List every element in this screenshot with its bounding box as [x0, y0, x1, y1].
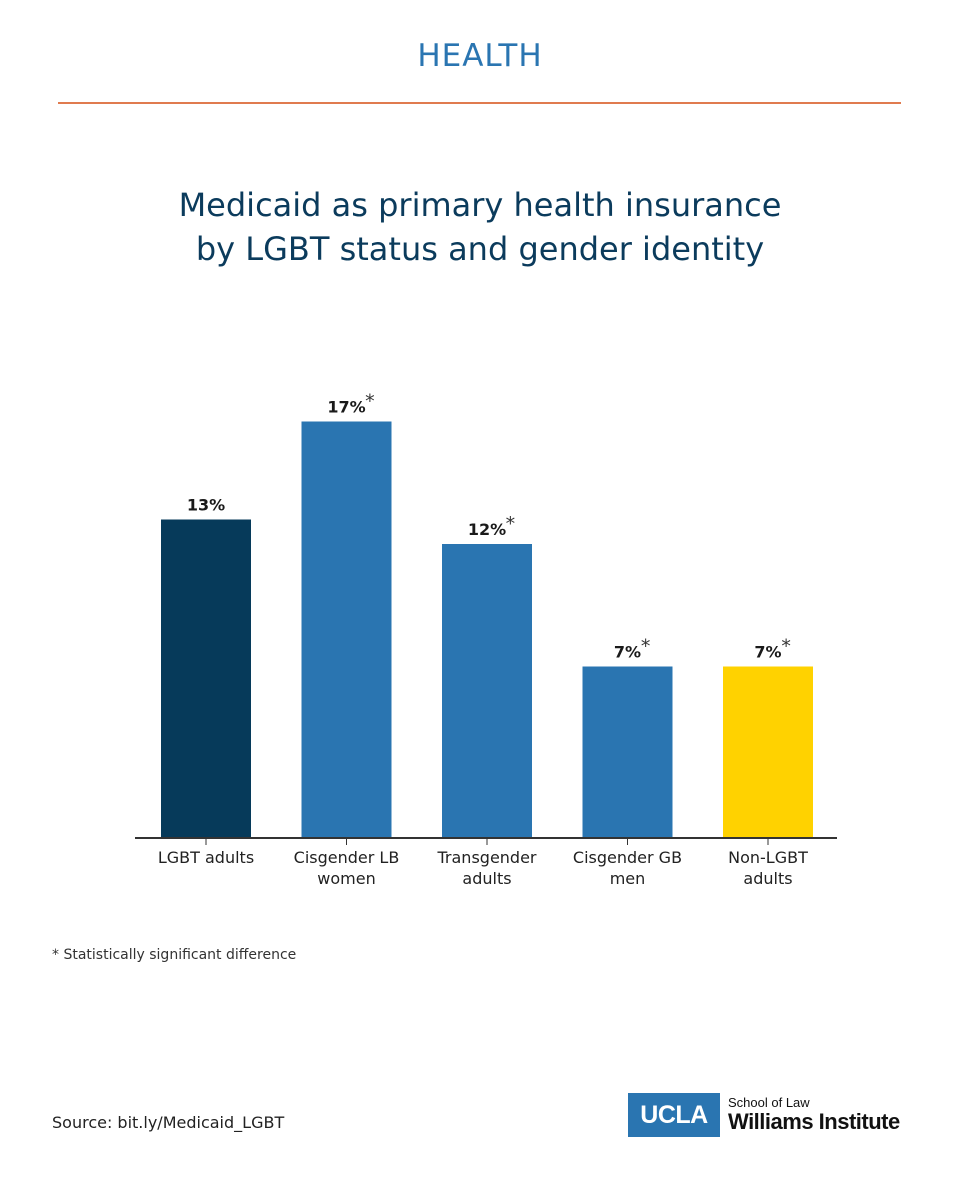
section-header: HEALTH: [417, 38, 543, 74]
significance-marker-4: *: [641, 636, 651, 658]
category-label-1-line-1: LGBT adults: [158, 848, 254, 867]
bar-4: [582, 666, 673, 838]
ucla-logo-mark: UCLA: [628, 1093, 720, 1137]
significance-marker-3: *: [506, 513, 515, 535]
logo-williams-institute: Williams Institute: [728, 1109, 900, 1134]
bar-5: [723, 666, 813, 838]
bar-value-label-1: 13%: [187, 496, 225, 515]
category-label-5-line-1: Non-LGBT: [728, 848, 808, 867]
significance-marker-5: *: [781, 636, 791, 658]
bar-2: [301, 421, 392, 838]
category-label-4-line-1: Cisgender GB: [573, 848, 682, 867]
bar-value-label-2: 17%: [327, 398, 365, 417]
source-note: Source: bit.ly/Medicaid_LGBT: [52, 1113, 285, 1132]
bar-value-label-5: 7%: [754, 643, 781, 662]
bar-value-label-4: 7%: [614, 643, 641, 662]
category-label-2-line-1: Cisgender LB: [294, 848, 400, 867]
header-divider: [58, 102, 901, 104]
category-label-3-line-2: adults: [462, 869, 511, 888]
significance-marker-2: *: [365, 391, 375, 413]
bar-3: [442, 544, 532, 838]
logo-school-of-law: School of Law: [728, 1095, 810, 1110]
category-label-4-line-2: men: [610, 869, 646, 888]
chart-title: Medicaid as primary health insurance by …: [0, 183, 960, 271]
footnote: * Statistically significant difference: [52, 947, 297, 963]
bar-1: [161, 519, 251, 838]
bar-value-label-3: 12%: [468, 520, 506, 539]
category-label-5-line-2: adults: [743, 869, 792, 888]
category-label-2-line-2: women: [317, 869, 375, 888]
chart-title-line-1: Medicaid as primary health insurance: [178, 186, 782, 224]
chart-title-line-2: by LGBT status and gender identity: [195, 230, 765, 268]
category-label-3-line-1: Transgender: [437, 848, 537, 867]
